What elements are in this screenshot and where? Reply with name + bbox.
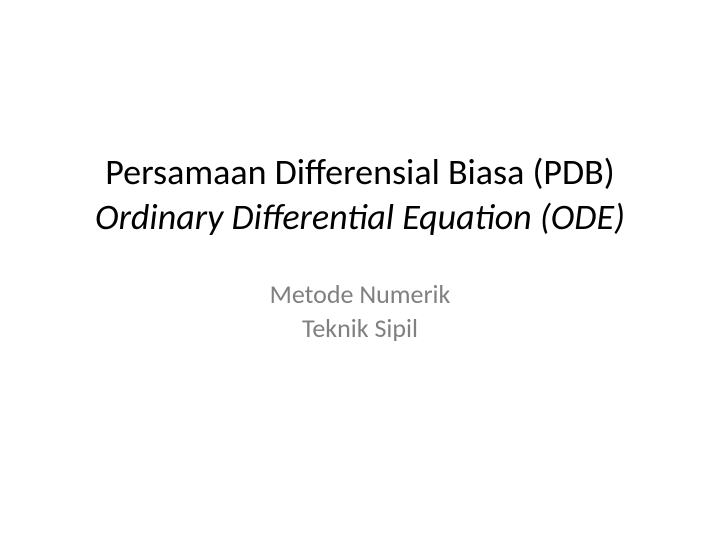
subtitle-line-2: Teknik Sipil bbox=[270, 312, 451, 346]
slide-title-block: Persamaan Differensial Biasa (PDB) Ordin… bbox=[95, 150, 625, 240]
slide-subtitle-block: Metode Numerik Teknik Sipil bbox=[270, 278, 451, 346]
subtitle-line-1: Metode Numerik bbox=[270, 278, 451, 312]
title-line-1: Persamaan Differensial Biasa (PDB) bbox=[95, 150, 625, 195]
title-line-2: Ordinary Differential Equation (ODE) bbox=[95, 195, 625, 240]
